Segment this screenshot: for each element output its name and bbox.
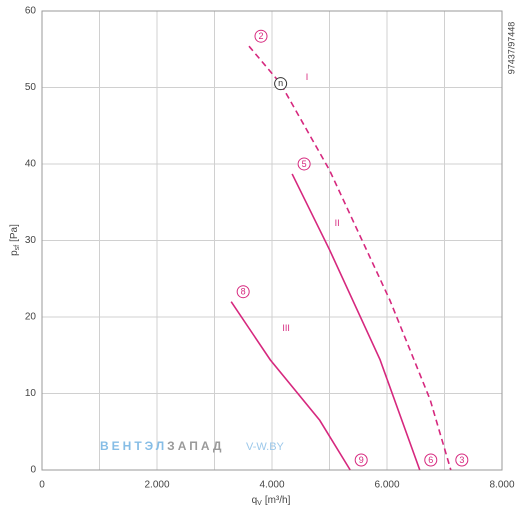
operating-point-label: n <box>278 78 283 88</box>
x-tick-label: 4.000 <box>259 480 284 491</box>
curve-marker-circle <box>455 453 469 467</box>
y-tick-label: 50 <box>25 82 37 93</box>
y-tick-label: 30 <box>25 235 37 246</box>
curve-marker-circle <box>424 453 438 467</box>
y-label-unit: [Pa] <box>9 224 20 242</box>
side-note: 97437/97448 <box>506 22 516 75</box>
y-tick-label: 60 <box>25 6 37 17</box>
curve-marker-circle <box>236 285 250 299</box>
curve-marker-label: 2 <box>258 31 263 41</box>
curve-marker-label: 3 <box>459 455 464 465</box>
curve-marker-label: 8 <box>241 287 246 297</box>
y-tick-label: 0 <box>30 465 36 476</box>
watermark-part1: ВЕНТЭЛ <box>100 439 167 453</box>
watermark-part2: ЗАПАД <box>167 439 224 453</box>
operating-point <box>274 77 288 91</box>
curve-marker-label: 5 <box>302 159 307 169</box>
curve-marker-circle <box>354 453 368 467</box>
x-label-subscript: V <box>257 500 262 507</box>
curve <box>248 45 452 471</box>
x-tick-label: 8.000 <box>489 480 514 491</box>
curve-name: III <box>282 323 290 333</box>
plot-frame <box>41 10 503 471</box>
x-label-symbol: q <box>252 495 258 506</box>
x-tick-label: 6.000 <box>374 480 399 491</box>
curve-name: I <box>306 72 309 82</box>
y-label-symbol: p <box>9 250 20 256</box>
grid <box>41 10 503 471</box>
curve-marker-circle <box>297 157 311 171</box>
x-axis-label: qV [m³/h] <box>252 495 291 507</box>
y-label-subscript: sf <box>14 245 21 251</box>
x-label-unit: [m³/h] <box>265 495 291 506</box>
x-tick-label: 2.000 <box>144 480 169 491</box>
y-tick-label: 10 <box>25 388 37 399</box>
curve-marker-label: 6 <box>428 455 433 465</box>
watermark: ВЕНТЭЛЗАПАД <box>100 439 224 453</box>
curve-name: II <box>335 218 340 228</box>
y-tick-label: 20 <box>25 312 37 323</box>
y-axis-label: psf [Pa] <box>9 224 21 256</box>
y-tick-label: 40 <box>25 159 37 170</box>
x-tick-label: 0 <box>39 480 45 491</box>
watermark-site: V-W.BY <box>246 441 285 453</box>
curve <box>230 301 351 471</box>
curve <box>291 173 421 471</box>
curve-marker-circle <box>254 29 268 43</box>
curve-marker-label: 9 <box>359 455 364 465</box>
